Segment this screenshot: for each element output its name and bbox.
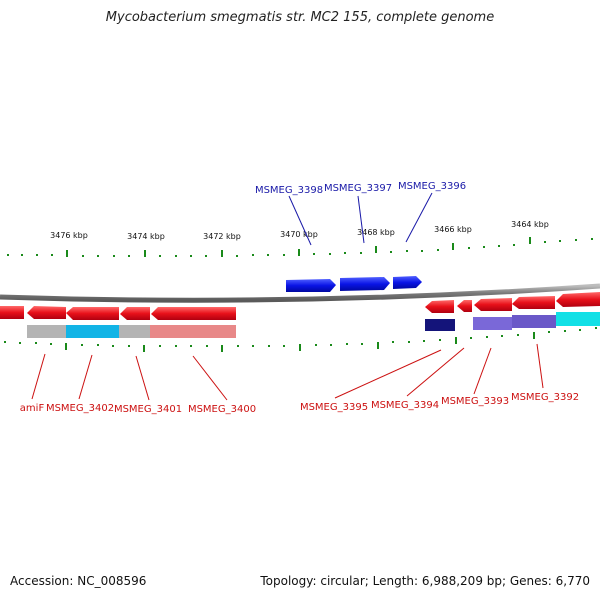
scale-label: 3474 kbp — [127, 232, 165, 241]
feature-bar-cyan — [556, 312, 600, 326]
scale-label: 3468 kbp — [357, 228, 395, 237]
genome-title: Mycobacterium smegmatis str. MC2 155, co… — [105, 10, 495, 25]
scale-label: 3472 kbp — [203, 232, 241, 241]
scale-label: 3476 kbp — [50, 231, 88, 240]
gene-msmeg-3400[interactable] — [120, 307, 150, 320]
gene-msmeg-3394[interactable] — [457, 300, 472, 312]
feature-bar-purple — [512, 315, 556, 328]
feature-bar-cyan — [66, 325, 119, 338]
forward-label-leaders — [288, 192, 433, 246]
genome-summary-text: Topology: circular; Length: 6,988,209 bp… — [260, 574, 590, 588]
feature-bar-grey — [119, 325, 150, 338]
gene-label-msmeg-3398[interactable]: MSMEG_3398 — [255, 185, 323, 196]
feature-annotation-bars — [27, 312, 600, 338]
gene-msmeg-3401[interactable] — [66, 307, 119, 320]
gene-label-msmeg-3402[interactable]: MSMEG_3402 — [46, 403, 114, 414]
forward-strand-genes — [286, 276, 422, 292]
scale-label: 3466 kbp — [434, 225, 472, 234]
gene-label-msmeg-3392[interactable]: MSMEG_3392 — [511, 392, 579, 403]
scale-label: 3470 kbp — [280, 230, 318, 239]
accession-text: Accession: NC_008596 — [10, 574, 147, 588]
gene-label-msmeg-3396[interactable]: MSMEG_3396 — [398, 181, 466, 192]
reverse-strand-genes — [0, 292, 600, 320]
gene-label-msmeg-3397[interactable]: MSMEG_3397 — [324, 183, 392, 194]
gene-msmeg-3397[interactable] — [340, 277, 390, 291]
gene-msmeg-3399[interactable] — [151, 307, 236, 320]
genome-backbone — [0, 283, 600, 303]
scale-ticks-bottom — [4, 327, 597, 352]
gene-label-msmeg-3394[interactable]: MSMEG_3394 — [371, 400, 439, 411]
scale-ticks-top — [7, 237, 593, 257]
gene-label-msmeg-3393[interactable]: MSMEG_3393 — [441, 396, 509, 407]
gene-label-msmeg-3395[interactable]: MSMEG_3395 — [300, 402, 368, 413]
gene-label-msmeg-3401[interactable]: MSMEG_3401 — [114, 404, 182, 415]
scale-label: 3464 kbp — [511, 220, 549, 229]
feature-bar-navy — [425, 319, 455, 331]
feature-bar-grey — [27, 325, 66, 338]
gene-msmeg-3395[interactable] — [425, 300, 454, 313]
gene-msmeg-3402[interactable] — [27, 306, 66, 319]
feature-bar-pink — [150, 325, 236, 338]
reverse-label-leaders — [31, 343, 544, 401]
feature-bar-purple — [473, 317, 512, 330]
gene-label-amif[interactable]: amiF — [20, 403, 45, 414]
gene-label-msmeg-3400[interactable]: MSMEG_3400 — [188, 404, 256, 415]
gene-msmeg-3396[interactable] — [393, 276, 422, 289]
gene-msmeg-3391[interactable] — [556, 292, 600, 307]
gene-msmeg-3398[interactable] — [286, 279, 336, 292]
gene-msmeg-3392[interactable] — [512, 296, 555, 309]
gene-amif[interactable] — [0, 306, 24, 319]
gene-msmeg-3393[interactable] — [474, 298, 512, 311]
